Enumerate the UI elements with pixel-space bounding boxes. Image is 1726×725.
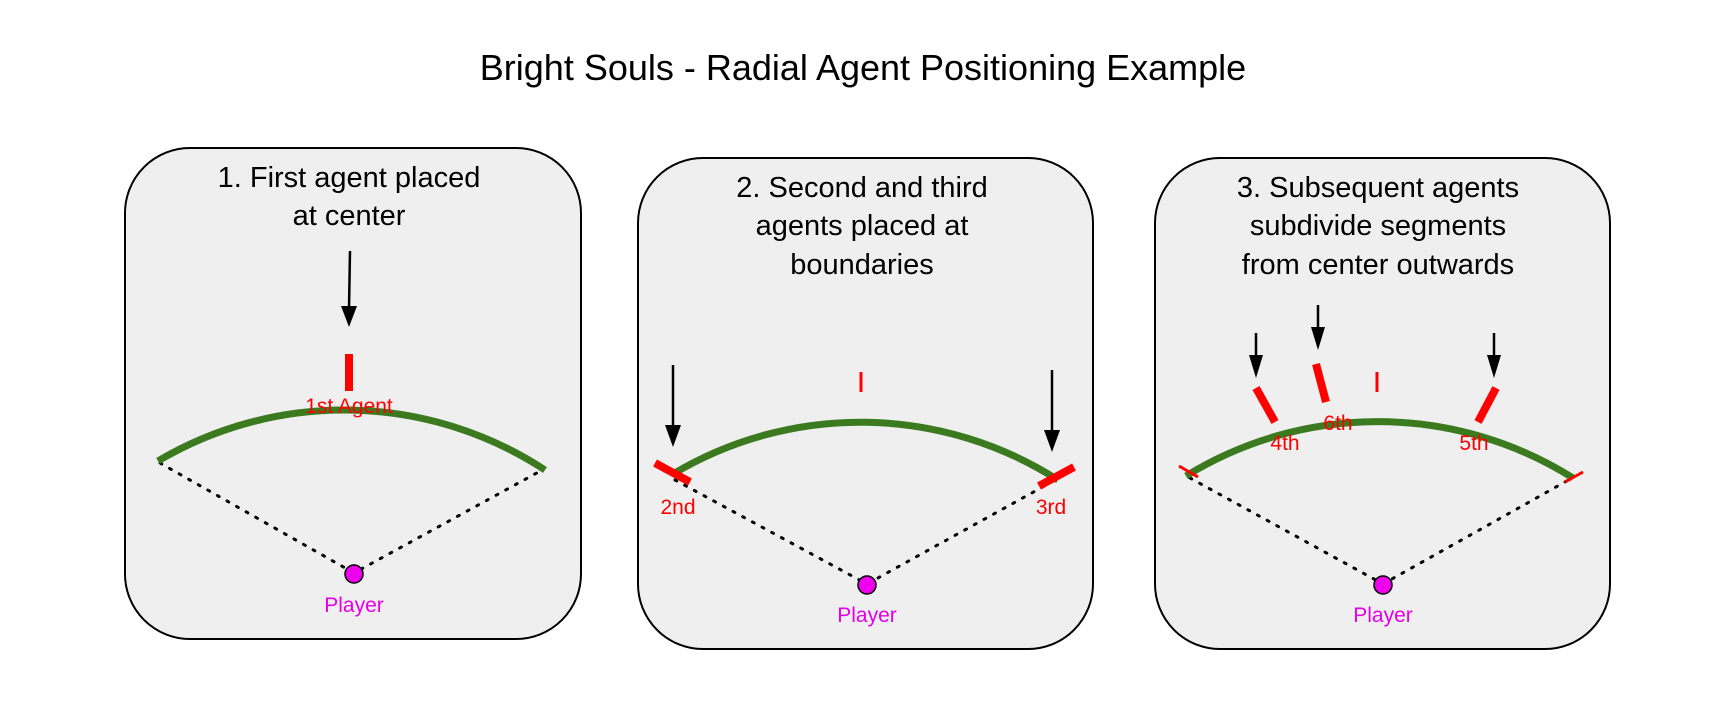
panel-1-arrow-line — [347, 250, 352, 310]
panel-2-agent-2-marker — [653, 459, 692, 486]
arrow-down-icon — [341, 306, 357, 327]
panel-2-caption-line-2: agents placed at — [756, 210, 969, 242]
panel-3-agent-4-marker — [1252, 386, 1279, 424]
panel-3-caption-line-1: 3. Subsequent agents — [1237, 172, 1519, 204]
arrow-down-icon — [1311, 327, 1325, 350]
panel-2-agent-3-marker — [1037, 463, 1076, 490]
panel-2-background — [637, 157, 1094, 650]
panel-3-agent-6-label: 6th — [1323, 412, 1352, 435]
diagram-title: Bright Souls - Radial Agent Positioning … — [480, 47, 1246, 88]
panel-1-agent-1-label: 1st Agent — [305, 395, 393, 418]
panel-3: 3. Subsequent agents subdivide segments … — [1154, 157, 1611, 650]
panel-2-caption-line-1: 2. Second and third — [736, 172, 988, 204]
panel-2-arc — [671, 418, 1060, 483]
panel-3-left-boundary-tick — [1178, 464, 1199, 479]
panel-3-background — [1154, 157, 1611, 650]
panel-1-arc — [156, 406, 547, 473]
panel-2-player-label: Player — [837, 604, 897, 627]
panel-2-player-dot — [857, 575, 877, 595]
panel-1-background — [124, 147, 582, 640]
panel-3-caption-line-2: subdivide segments — [1250, 210, 1506, 242]
panel-3-right-boundary-tick — [1564, 470, 1584, 484]
panel-3-caption-line-3: from center outwards — [1242, 249, 1514, 281]
panel-3-agent-6-marker — [1312, 362, 1330, 404]
panel-1-player-dot — [344, 564, 364, 584]
panel-1-player-label: Player — [324, 594, 384, 617]
panel-3-player-label: Player — [1353, 604, 1413, 627]
panel-2: 2. Second and third agents placed at bou… — [637, 157, 1094, 650]
panel-2-agent-3-label: 3rd — [1036, 496, 1066, 519]
panel-3-arc — [1184, 418, 1575, 481]
panel-2-range-lines — [673, 477, 1059, 586]
arrow-down-icon — [665, 425, 681, 447]
panel-2-caption-line-3: boundaries — [790, 249, 934, 281]
panel-1-caption-line-1: 1. First agent placed — [218, 162, 481, 194]
panel-3-agent-5-label: 5th — [1459, 432, 1488, 455]
arrow-down-icon — [1487, 355, 1501, 378]
arrow-down-icon — [1044, 430, 1060, 452]
panel-3-player-dot — [1373, 575, 1393, 595]
panel-1-caption-line-2: at center — [293, 200, 406, 232]
panel-3-agent-5-marker — [1474, 386, 1500, 424]
panel-2-agent-2-label: 2nd — [660, 496, 695, 519]
panel-1: 1. First agent placed at center 1st Agen… — [124, 147, 582, 640]
arrow-down-icon — [1249, 355, 1263, 378]
panel-3-agent-4-label: 4th — [1270, 432, 1299, 455]
